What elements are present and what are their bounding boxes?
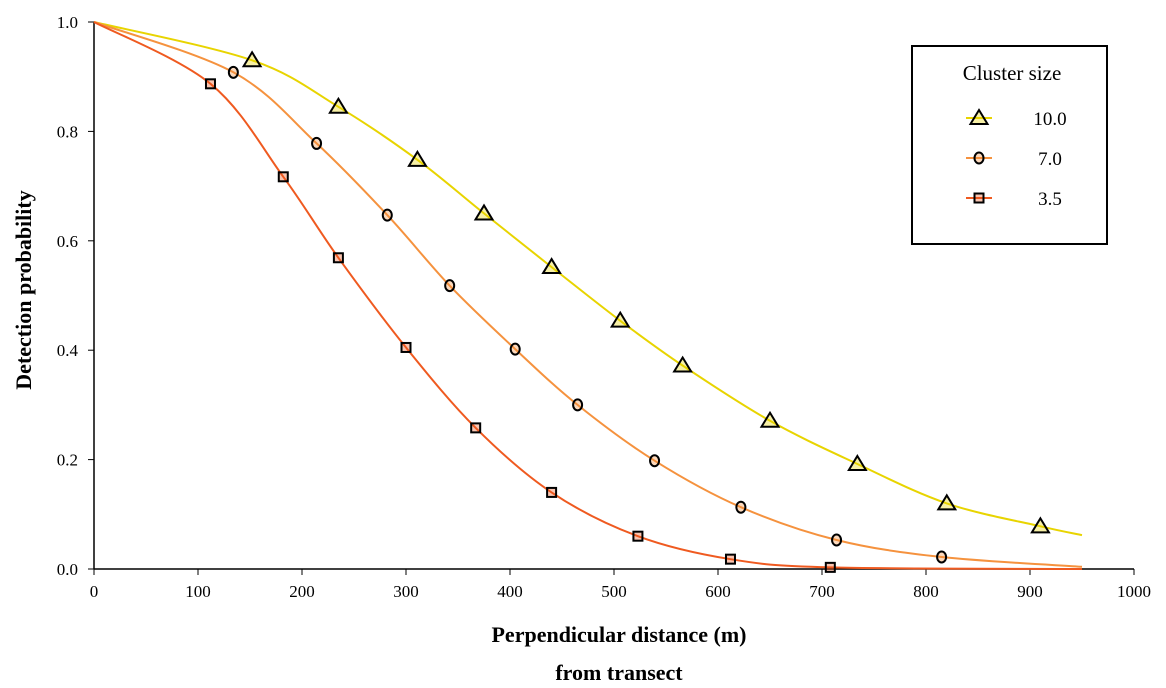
data-point-7.0 (311, 136, 323, 150)
x-tick-label: 400 (497, 582, 523, 601)
data-point-7.0 (227, 65, 239, 79)
y-tick-label: 0.6 (57, 232, 78, 251)
legend-label-10.0: 10.0 (1033, 109, 1066, 130)
data-point-7.0 (509, 342, 521, 356)
data-point-7.0 (572, 398, 584, 412)
x-tick-label: 500 (601, 582, 627, 601)
data-point-10.0 (241, 50, 263, 68)
series-line-10.0 (93, 21, 1083, 537)
data-point-10.0 (473, 203, 495, 221)
legend-marker-7.0 (973, 151, 985, 165)
x-tick-label: 0 (90, 582, 99, 601)
y-tick-label: 0.4 (57, 341, 79, 360)
data-point-3.5 (277, 171, 289, 183)
x-tick-label: 800 (913, 582, 939, 601)
data-point-3.5 (332, 252, 344, 264)
data-point-10.0 (328, 96, 349, 114)
legend: Cluster size 10.0 7.0 3.5 (911, 45, 1108, 245)
data-point-10.0 (672, 355, 693, 373)
data-point-10.0 (1030, 516, 1051, 534)
legend-box (911, 45, 1108, 245)
data-point-10.0 (847, 454, 868, 471)
legend-marker-3.5 (973, 192, 985, 204)
x-tick-label: 100 (185, 582, 211, 601)
data-point-7.0 (735, 500, 747, 514)
legend-items: 10.0 7.0 3.5 (966, 108, 1067, 210)
legend-label-7.0: 7.0 (1038, 149, 1062, 170)
data-point-3.5 (204, 78, 216, 90)
data-point-10.0 (541, 257, 562, 275)
y-axis-ticks: 0.0 0.2 0.4 0.6 0.8 1.0 (57, 13, 94, 579)
x-tick-label: 300 (393, 582, 419, 601)
series-line-3.5 (93, 21, 1083, 570)
legend-title: Cluster size (963, 61, 1062, 85)
x-axis-title: Perpendicular distance (m) (491, 622, 746, 647)
x-tick-label: 900 (1017, 582, 1043, 601)
y-tick-label: 0.0 (57, 560, 78, 579)
x-tick-label: 1000 (1117, 582, 1151, 601)
data-point-7.0 (381, 208, 393, 222)
y-tick-label: 0.2 (57, 451, 78, 470)
markers (204, 50, 1051, 573)
data-point-3.5 (470, 422, 482, 434)
y-axis-title: Detection probability (11, 190, 36, 389)
data-point-10.0 (609, 310, 631, 328)
x-axis-ticks: 0 100 200 300 400 500 600 700 800 900 1000 (90, 569, 1151, 601)
data-point-3.5 (824, 561, 836, 573)
legend-marker-10.0 (968, 108, 990, 125)
data-point-10.0 (407, 149, 428, 167)
data-point-7.0 (936, 550, 948, 564)
legend-label-3.5: 3.5 (1038, 189, 1062, 210)
data-point-7.0 (831, 533, 843, 547)
axes: 0 100 200 300 400 500 600 700 800 900 1000 0.00.20… (57, 13, 1151, 601)
x-tick-label: 600 (705, 582, 731, 601)
x-tick-label: 200 (289, 582, 315, 601)
y-tick-label: 1.0 (57, 13, 78, 32)
series-line-7.0 (93, 21, 1083, 568)
data-point-10.0 (759, 410, 781, 428)
data-point-7.0 (649, 454, 661, 468)
data-point-3.5 (632, 530, 644, 542)
data-point-3.5 (546, 486, 558, 498)
data-point-10.0 (936, 493, 958, 511)
x-tick-label: 700 (809, 582, 835, 601)
data-point-3.5 (400, 341, 412, 353)
x-axis-title-line2: from transect (555, 660, 683, 685)
y-tick-label: 0.8 (57, 122, 78, 141)
curves (93, 21, 1083, 570)
data-point-3.5 (724, 553, 736, 565)
data-point-7.0 (444, 279, 456, 293)
